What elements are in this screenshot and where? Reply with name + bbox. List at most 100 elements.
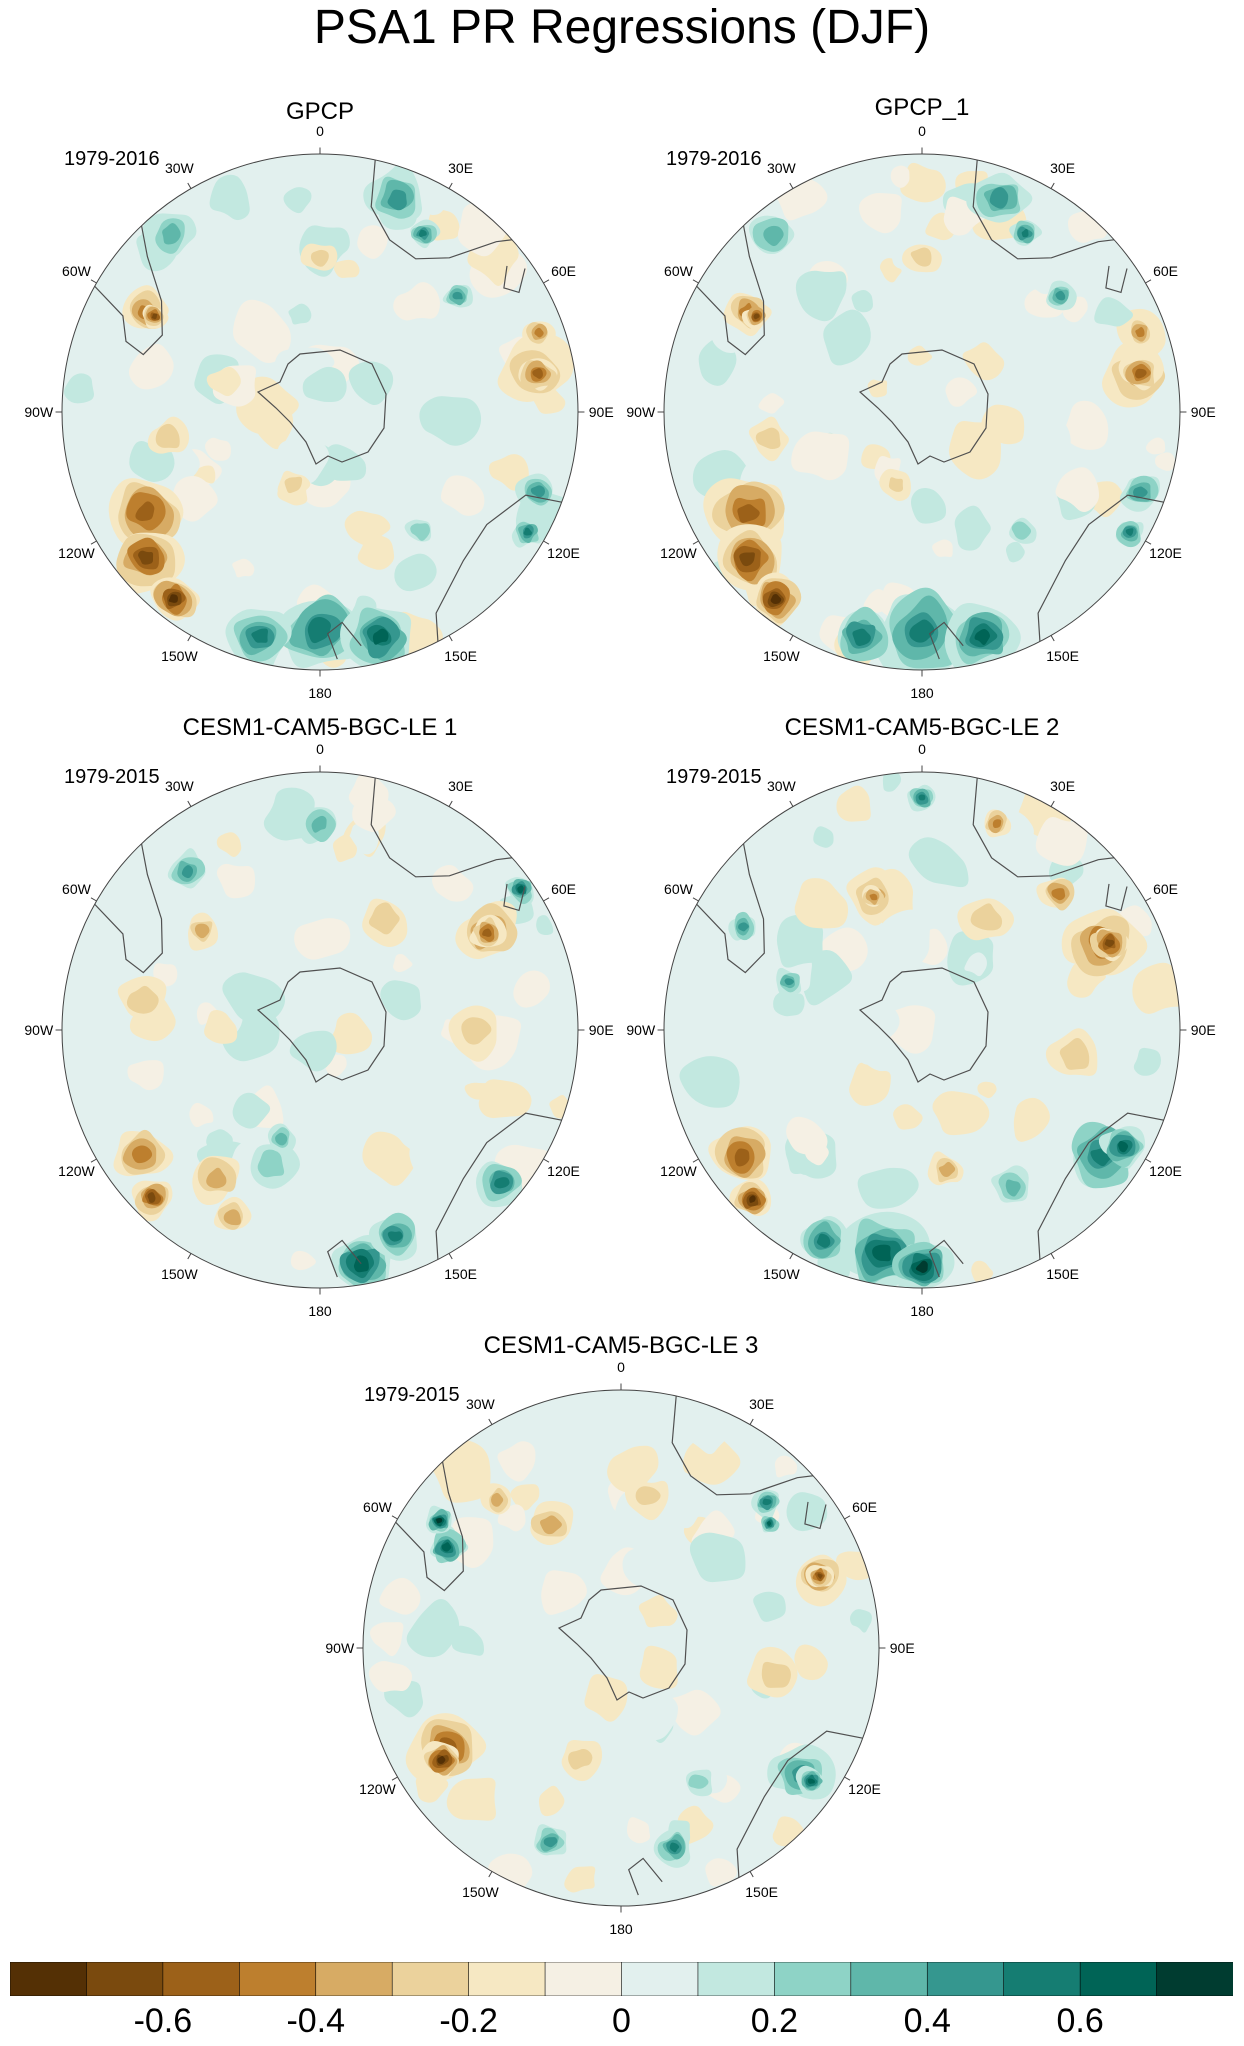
field-patch xyxy=(883,968,910,994)
longitude-label: 60E xyxy=(551,263,576,280)
anomaly-contour xyxy=(1021,228,1029,238)
field-patch xyxy=(849,1062,891,1106)
anomaly-contour xyxy=(1051,888,1066,901)
field-patch xyxy=(1027,413,1071,467)
anomaly-contour xyxy=(739,552,755,567)
field-patch xyxy=(222,972,286,1024)
antarctica-coastline xyxy=(858,349,989,465)
anomaly-contour xyxy=(761,1661,791,1688)
anomaly-contour xyxy=(872,1244,891,1262)
anomaly-contour xyxy=(738,922,749,932)
field-patch xyxy=(357,225,388,259)
longitude-label: 90W xyxy=(24,1022,54,1038)
longitude-label: 90E xyxy=(1190,1022,1216,1038)
longitude-label: 60W xyxy=(664,881,693,898)
longitude-label: 30E xyxy=(448,160,474,177)
field-patch xyxy=(849,1609,872,1633)
colorbar-swatch xyxy=(850,1962,929,1996)
longitude-tick xyxy=(90,897,97,902)
longitude-tick xyxy=(1145,279,1152,284)
field-patch xyxy=(478,1079,532,1119)
longitude-label: 150E xyxy=(444,647,477,664)
continent-coastline xyxy=(671,1390,829,1496)
field-patch xyxy=(1063,400,1109,450)
longitude-tick xyxy=(789,1253,794,1260)
field-patch xyxy=(705,1858,737,1887)
field-patch xyxy=(446,1777,496,1821)
field-patch xyxy=(348,361,394,406)
anomaly-contour xyxy=(1055,290,1066,301)
longitude-label: 30W xyxy=(164,160,194,177)
panel-period: 1979-2016 xyxy=(64,148,160,170)
longitude-tick xyxy=(1050,182,1055,189)
field-patch xyxy=(1005,266,1034,298)
longitude-tick xyxy=(90,540,97,545)
field-patch xyxy=(204,437,232,461)
anomaly-contour xyxy=(491,1492,504,1507)
continent-coastline xyxy=(972,154,1130,260)
anomaly-contour xyxy=(755,427,781,450)
longitude-label: 120E xyxy=(848,1780,881,1797)
anomaly-contour xyxy=(284,476,303,494)
field-patch xyxy=(510,1484,540,1511)
field-patch xyxy=(932,539,953,558)
field-patch xyxy=(294,918,351,960)
anomaly-contour xyxy=(915,1260,928,1273)
longitude-tick xyxy=(187,635,192,642)
longitude-label: 0 xyxy=(918,122,926,139)
anomaly-contour xyxy=(734,1148,750,1167)
field-patch xyxy=(682,1434,741,1485)
anomaly-contour xyxy=(770,594,782,605)
field-patch xyxy=(977,1081,997,1099)
field-patch xyxy=(908,837,969,888)
field-patch xyxy=(663,1689,721,1736)
anomaly-contour xyxy=(372,628,389,645)
longitude-tick xyxy=(789,635,794,642)
field-patch xyxy=(216,863,256,899)
longitude-label: 0 xyxy=(316,740,324,757)
anomaly-contour xyxy=(435,1517,443,1524)
anomaly-contour xyxy=(310,249,329,267)
field-patch xyxy=(981,404,1025,445)
anomaly-contour xyxy=(762,1498,772,1506)
longitude-label: 60E xyxy=(551,881,576,898)
colorbar-tick-label: 0.4 xyxy=(903,2002,951,2040)
anomaly-contour xyxy=(807,1778,816,1784)
anomaly-contour xyxy=(753,313,760,320)
colorbar-swatch xyxy=(468,1962,546,1996)
field-patch xyxy=(858,1001,900,1040)
antarctica-coastline xyxy=(858,967,989,1083)
anomaly-contour xyxy=(909,619,935,643)
continent-coastline xyxy=(84,210,163,356)
anomaly-contour xyxy=(1125,528,1134,536)
colorbar-tick-label: -0.6 xyxy=(133,2002,193,2040)
field-patch xyxy=(813,826,834,848)
longitude-tick xyxy=(1145,897,1152,902)
field-patch xyxy=(758,393,785,414)
field-patch xyxy=(851,290,874,313)
anomaly-contour xyxy=(816,1233,831,1248)
field-patch xyxy=(954,505,991,551)
continent-coastline xyxy=(1037,494,1177,656)
anomaly-contour xyxy=(275,1132,288,1146)
anomaly-contour xyxy=(1135,368,1147,379)
anomaly-contour xyxy=(669,1842,680,1853)
longitude-label: 180 xyxy=(910,685,934,702)
field-patch xyxy=(497,1441,536,1482)
anomaly-contour xyxy=(126,985,159,1014)
anomaly-contour xyxy=(162,222,181,245)
longitude-label: 60E xyxy=(1153,881,1178,898)
continent-coastline xyxy=(503,883,526,912)
field-patch xyxy=(890,165,910,188)
anomaly-contour xyxy=(938,1161,956,1177)
field-patch xyxy=(607,1445,659,1493)
longitude-label: 30E xyxy=(1050,160,1076,177)
longitude-tick xyxy=(90,1158,97,1163)
field-patch xyxy=(794,1644,828,1681)
field-patch xyxy=(550,976,578,1000)
colorbar-swatch xyxy=(315,1962,393,1996)
continent-coastline xyxy=(370,154,528,260)
field-patch xyxy=(679,1056,740,1108)
field-patch xyxy=(406,1599,460,1658)
